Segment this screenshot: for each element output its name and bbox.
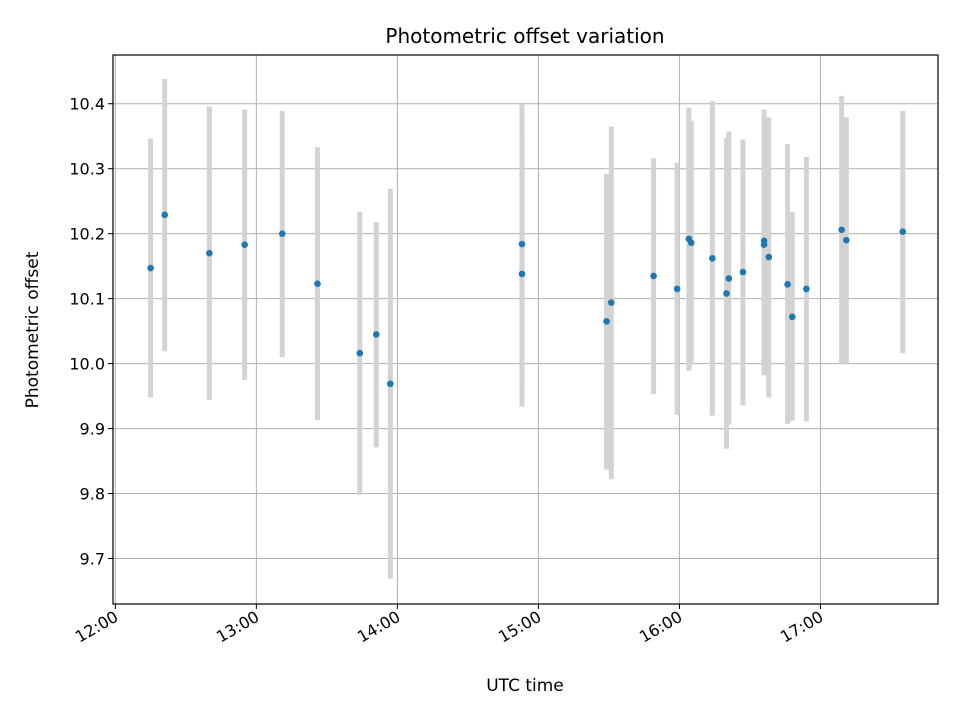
data-point xyxy=(760,241,768,249)
data-point xyxy=(843,236,850,244)
data-point xyxy=(739,268,747,276)
point-layer xyxy=(147,211,907,388)
data-point xyxy=(372,331,380,338)
data-point xyxy=(838,226,845,234)
y-axis-title: Photometric offset xyxy=(23,251,43,408)
data-point xyxy=(765,253,773,261)
y-tick-label: 9.9 xyxy=(80,420,105,439)
data-point xyxy=(387,380,394,388)
grid-layer xyxy=(113,55,938,604)
y-tick-label: 9.8 xyxy=(80,485,105,504)
y-tick-label: 10.3 xyxy=(69,160,105,179)
data-point xyxy=(788,313,796,321)
data-point xyxy=(709,255,716,262)
data-point xyxy=(356,349,364,357)
data-point xyxy=(278,230,286,237)
plot-frame xyxy=(112,54,939,605)
data-point xyxy=(723,290,730,297)
data-point xyxy=(650,272,657,280)
y-tick-label: 10.0 xyxy=(69,355,105,374)
data-point xyxy=(314,280,321,287)
data-point xyxy=(518,240,526,248)
data-point xyxy=(687,239,695,247)
data-point xyxy=(803,285,810,293)
x-axis-title: UTC time xyxy=(486,676,564,696)
data-point xyxy=(725,275,733,282)
y-tick-label: 10.1 xyxy=(69,290,105,309)
data-point xyxy=(784,281,791,288)
data-point xyxy=(607,299,615,306)
y-tick-label: 10.4 xyxy=(69,95,105,114)
data-point xyxy=(899,228,907,236)
data-point xyxy=(518,270,526,278)
y-axis-ticks: 9.7 9.8 9.9 10.0 10.1 10.2 10.3 10.4 xyxy=(69,95,113,569)
y-tick-label: 9.7 xyxy=(80,550,105,569)
data-point xyxy=(673,285,681,293)
data-point xyxy=(206,249,213,257)
y-tick-label: 10.2 xyxy=(69,225,105,244)
data-point xyxy=(603,318,610,325)
chart-title: Photometric offset variation xyxy=(385,24,664,48)
data-point xyxy=(241,241,248,249)
data-point xyxy=(147,264,154,272)
data-point xyxy=(161,211,169,219)
